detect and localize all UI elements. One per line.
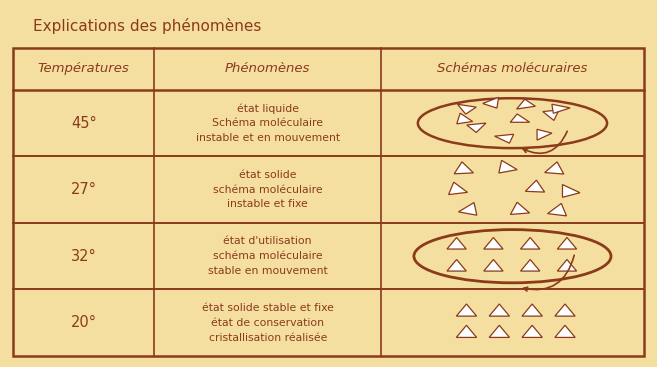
Polygon shape — [543, 110, 559, 120]
Polygon shape — [520, 237, 540, 249]
Text: 20°: 20° — [71, 315, 97, 330]
Text: 32°: 32° — [71, 249, 97, 264]
Bar — [13, 48, 644, 356]
Polygon shape — [457, 113, 472, 124]
Polygon shape — [555, 304, 575, 316]
Text: état solide
schéma moléculaire
instable et fixe: état solide schéma moléculaire instable … — [213, 170, 323, 210]
Polygon shape — [522, 325, 542, 337]
Polygon shape — [447, 237, 466, 249]
Polygon shape — [522, 304, 542, 316]
Polygon shape — [499, 160, 517, 173]
Polygon shape — [459, 203, 477, 215]
Polygon shape — [495, 134, 514, 143]
Polygon shape — [557, 237, 577, 249]
Polygon shape — [537, 129, 552, 140]
Polygon shape — [510, 114, 530, 122]
Text: Schémas molécuraires: Schémas molécuraires — [438, 62, 587, 75]
Polygon shape — [555, 325, 575, 337]
Polygon shape — [510, 202, 530, 214]
Polygon shape — [447, 259, 466, 271]
Polygon shape — [557, 259, 577, 271]
Polygon shape — [562, 185, 580, 197]
Polygon shape — [457, 304, 476, 316]
Text: 45°: 45° — [71, 116, 97, 131]
Polygon shape — [552, 104, 570, 113]
Text: état solide stable et fixe
état de conservation
cristallisation réalisée: état solide stable et fixe état de conse… — [202, 303, 334, 342]
Polygon shape — [520, 259, 540, 271]
Polygon shape — [526, 180, 545, 192]
Polygon shape — [489, 325, 509, 337]
Ellipse shape — [418, 98, 607, 148]
Polygon shape — [449, 182, 468, 195]
Ellipse shape — [414, 230, 611, 283]
Text: Explications des phénomènes: Explications des phénomènes — [33, 18, 261, 34]
FancyArrowPatch shape — [524, 255, 574, 291]
Polygon shape — [516, 99, 535, 109]
Polygon shape — [484, 237, 503, 249]
Text: état d'utilisation
schéma moléculaire
stable en mouvement: état d'utilisation schéma moléculaire st… — [208, 236, 328, 276]
Polygon shape — [457, 325, 476, 337]
Text: Températures: Températures — [38, 62, 129, 75]
FancyArrowPatch shape — [523, 131, 567, 153]
Text: 27°: 27° — [71, 182, 97, 197]
Polygon shape — [457, 104, 476, 114]
Polygon shape — [545, 162, 564, 174]
Polygon shape — [547, 203, 566, 216]
Text: Phénomènes: Phénomènes — [225, 62, 310, 75]
Polygon shape — [489, 304, 509, 316]
Polygon shape — [484, 259, 503, 271]
Polygon shape — [454, 162, 474, 174]
Text: état liquide
Schéma moléculaire
instable et en mouvement: état liquide Schéma moléculaire instable… — [196, 103, 340, 143]
Polygon shape — [467, 123, 486, 132]
Polygon shape — [483, 97, 499, 108]
